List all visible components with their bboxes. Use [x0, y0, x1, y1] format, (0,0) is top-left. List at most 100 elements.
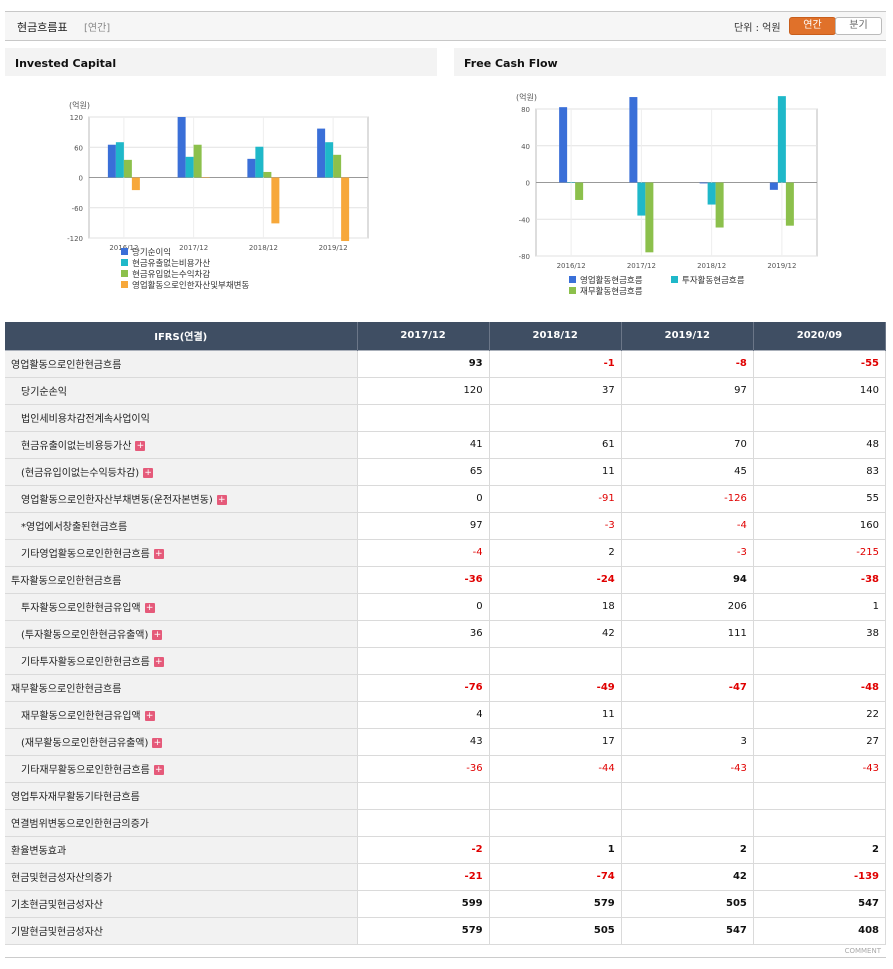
cell-value: 2	[621, 835, 754, 864]
cell-value: -43	[753, 755, 887, 783]
row-label: 투자활동으로인한현금흐름	[5, 565, 358, 594]
row-label: (현금유입이없는수익등차감) +	[5, 458, 358, 486]
x-tick-label: 2016/12	[557, 262, 586, 270]
cell-value: -4	[621, 512, 754, 540]
cell-value	[753, 404, 887, 432]
table-row: *영업에서창출된현금흐름 97 -3 -4 160	[5, 512, 887, 540]
bar	[333, 154, 342, 178]
expand-icon[interactable]: +	[144, 603, 155, 613]
table-row: (현금유입이없는수익등차감) +65 11 45 83	[5, 458, 887, 486]
free-cash-flow-chart: (억원) 80 40 0 -40 -80 2016/12 2017/12 2018/12 2019…	[516, 92, 818, 297]
row-label: 연결범위변동으로인한현금의증가	[5, 808, 358, 837]
cell-value: 579	[357, 916, 490, 945]
table-row: 연결범위변동으로인한현금의증가	[5, 808, 887, 837]
tab-quarter[interactable]: 분기	[835, 17, 882, 35]
cell-value: -215	[753, 539, 887, 567]
cell-value: 42	[621, 862, 754, 891]
cell-value	[753, 647, 887, 675]
tab-annual[interactable]: 연간	[789, 17, 836, 35]
cell-value: 36	[357, 620, 490, 648]
unit-label: (억원)	[69, 100, 90, 110]
cell-value: 140	[753, 377, 887, 405]
cell-value	[357, 404, 490, 432]
bar	[263, 171, 272, 178]
expand-icon[interactable]: +	[152, 738, 163, 748]
footer-divider	[5, 957, 886, 958]
cell-value	[357, 647, 490, 675]
legend-label: 현금유출없는비용가산	[132, 258, 210, 269]
table-row: 영업투자재무활동기타현금흐름	[5, 781, 887, 810]
legend-swatch	[121, 248, 128, 255]
expand-icon[interactable]: +	[135, 441, 146, 451]
cell-value	[489, 808, 622, 837]
header-period: 2019/12	[621, 322, 754, 350]
table-row: 영업활동으로인한현금흐름 93 -1 -8 -55	[5, 349, 887, 378]
cell-value: 27	[753, 728, 887, 756]
y-tick-label: 0	[526, 180, 530, 188]
invested-capital-panel: Invested Capital (억원)120600-60-1202016/1…	[5, 48, 437, 316]
expand-icon[interactable]: +	[153, 765, 164, 775]
table-row: 기타투자활동으로인한현금흐름 +	[5, 647, 887, 675]
cash-flow-table: IFRS(연결) 2017/12 2018/12 2019/12 2020/09 영업활…	[5, 322, 887, 945]
expand-icon[interactable]: +	[152, 630, 163, 640]
x-tick-label: 2019/12	[767, 262, 796, 270]
y-tick-label: 60	[74, 144, 83, 152]
bar	[107, 144, 116, 178]
cell-value: 11	[489, 701, 622, 729]
unit-label: 단위 : 억원	[734, 23, 781, 34]
cell-value: 4	[357, 701, 490, 729]
legend-swatch	[121, 259, 128, 266]
cell-value: -4	[357, 539, 490, 567]
expand-icon[interactable]: +	[144, 711, 155, 721]
table-body: 영업활동으로인한현금흐름 93 -1 -8 -55 당기순손익 120 37 97 140 법인세비…	[5, 349, 887, 945]
cell-value	[621, 404, 754, 432]
cell-value: -36	[357, 565, 490, 594]
expand-icon[interactable]: +	[216, 495, 227, 505]
bar	[255, 146, 264, 178]
cell-value	[621, 808, 754, 837]
expand-icon[interactable]: +	[143, 468, 154, 478]
legend-label: 영업활동현금흐름	[580, 275, 643, 286]
cell-value: 38	[753, 620, 887, 648]
table-row: 투자활동으로인한현금흐름 -36 -24 94 -38	[5, 565, 887, 594]
cell-value	[753, 808, 887, 837]
header-period: 2018/12	[489, 322, 622, 350]
cell-value: 160	[753, 512, 887, 540]
header-label: IFRS(연결)	[5, 322, 358, 350]
invested-capital-chart: (억원)120600-60-1202016/122017/122018/1220…	[67, 100, 369, 291]
cell-value: 42	[489, 620, 622, 648]
y-tick-label: -40	[519, 216, 530, 224]
row-label: 영업활동으로인한자산부채변동(운전자본변동) +	[5, 485, 358, 513]
cell-value: 2	[489, 539, 622, 567]
row-label: (투자활동으로인한현금유출액) +	[5, 620, 358, 648]
bar	[715, 182, 724, 228]
cell-value: 111	[621, 620, 754, 648]
cell-value: 37	[489, 377, 622, 405]
cell-value: -55	[753, 349, 887, 378]
bar	[567, 182, 576, 183]
bar	[645, 182, 654, 253]
expand-icon[interactable]: +	[153, 657, 164, 667]
bar	[185, 156, 194, 178]
cell-value	[489, 781, 622, 810]
bar	[629, 97, 638, 183]
y-tick-label: 80	[521, 106, 530, 114]
comment-link[interactable]: COMMENT	[844, 947, 881, 955]
table-row: (투자활동으로인한현금유출액) +36 42 111 38	[5, 620, 887, 648]
cell-value: -3	[489, 512, 622, 540]
cell-value: -49	[489, 673, 622, 702]
table-row: 기초현금및현금성자산 599 579 505 547	[5, 889, 887, 918]
bar	[325, 142, 334, 178]
cell-value	[753, 781, 887, 810]
bar	[131, 177, 140, 191]
row-label: (재무활동으로인한현금유출액) +	[5, 728, 358, 756]
cell-value: -8	[621, 349, 754, 378]
row-label: *영업에서창출된현금흐름	[5, 512, 358, 540]
bar	[575, 182, 584, 200]
bar	[271, 177, 280, 224]
cell-value: 505	[489, 916, 622, 945]
expand-icon[interactable]: +	[153, 549, 164, 559]
legend-swatch	[671, 276, 678, 283]
row-label: 기초현금및현금성자산	[5, 889, 358, 918]
cell-value	[621, 781, 754, 810]
